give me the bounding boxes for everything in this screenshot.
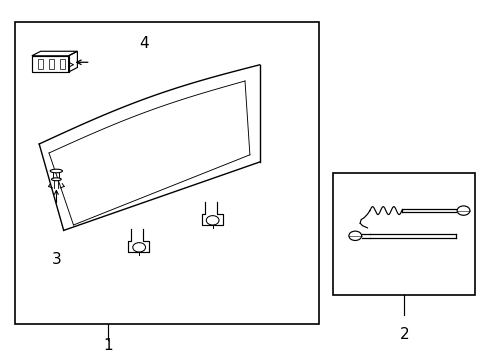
Bar [333, 173, 475, 295]
Ellipse shape [51, 178, 61, 181]
Text: 1: 1 [103, 338, 113, 353]
Text: 2: 2 [399, 327, 409, 342]
Bar [38, 59, 43, 69]
Bar [60, 59, 65, 69]
Bar [32, 56, 69, 72]
Ellipse shape [50, 169, 63, 173]
Text: 4: 4 [140, 36, 149, 51]
Text: 3: 3 [51, 252, 61, 267]
Bar [15, 22, 318, 324]
Bar [49, 59, 54, 69]
